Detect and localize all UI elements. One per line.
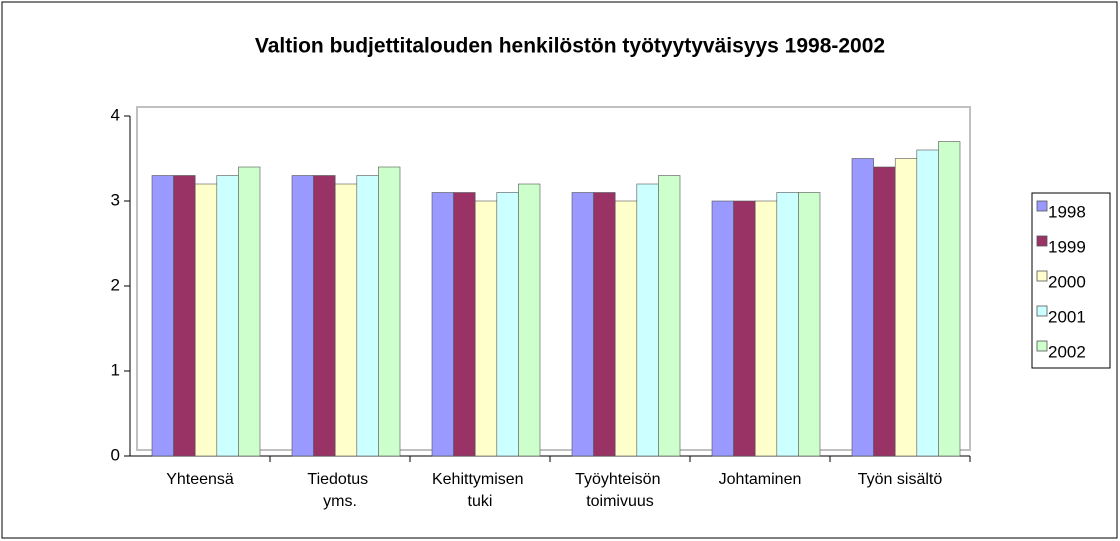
x-tick-label: Tiedotus yms. (307, 471, 372, 510)
bar (851, 158, 874, 457)
y-tick-label: 4 (111, 105, 120, 124)
bar (151, 175, 174, 457)
legend-label: 2000 (1048, 272, 1086, 291)
x-tick-label: Työyhteisön toimivuus (575, 471, 665, 510)
bar (356, 175, 379, 457)
legend-swatch (1036, 200, 1048, 212)
y-tick-label: 2 (111, 275, 120, 294)
legend-swatch (1036, 305, 1048, 317)
bar (733, 200, 756, 457)
legend-label: 1999 (1048, 237, 1086, 256)
bar (474, 200, 498, 457)
x-tick-label: Työn sisältö (858, 471, 943, 488)
bar (873, 166, 896, 457)
bar (798, 192, 821, 457)
bar (496, 192, 519, 457)
bar (614, 200, 638, 457)
legend-swatch (1036, 340, 1048, 352)
bar (754, 200, 778, 457)
bar (453, 192, 476, 457)
bar (938, 141, 961, 457)
bar (313, 175, 336, 457)
legend-swatch (1036, 270, 1048, 282)
x-tick-label: Yhteensä (166, 471, 234, 488)
bar (776, 192, 799, 457)
bar (291, 175, 314, 457)
bar (194, 183, 218, 457)
y-tick-label: 3 (111, 190, 120, 209)
legend-label: 2002 (1048, 342, 1086, 361)
y-tick-label: 0 (111, 445, 120, 464)
bar (518, 183, 541, 457)
bar (711, 200, 734, 457)
bar (571, 192, 594, 457)
bar (658, 175, 681, 457)
x-tick-label: Kehittymisen tuki (432, 471, 528, 510)
legend-swatch (1036, 235, 1048, 247)
bar (238, 166, 261, 457)
bar (894, 158, 918, 457)
chart-title: Valtion budjettitalouden henkilöstön työ… (255, 35, 885, 58)
legend-label: 2001 (1048, 307, 1086, 326)
legend-label: 1998 (1048, 202, 1086, 221)
bar (916, 149, 939, 457)
bar (378, 166, 401, 457)
bar (593, 192, 616, 457)
bar (173, 175, 196, 457)
plot-area (136, 106, 971, 451)
bar (216, 175, 239, 457)
y-tick-label: 1 (111, 360, 120, 379)
x-tick-label: Johtaminen (719, 471, 802, 488)
bar (431, 192, 454, 457)
bar (636, 183, 659, 457)
bar (334, 183, 358, 457)
